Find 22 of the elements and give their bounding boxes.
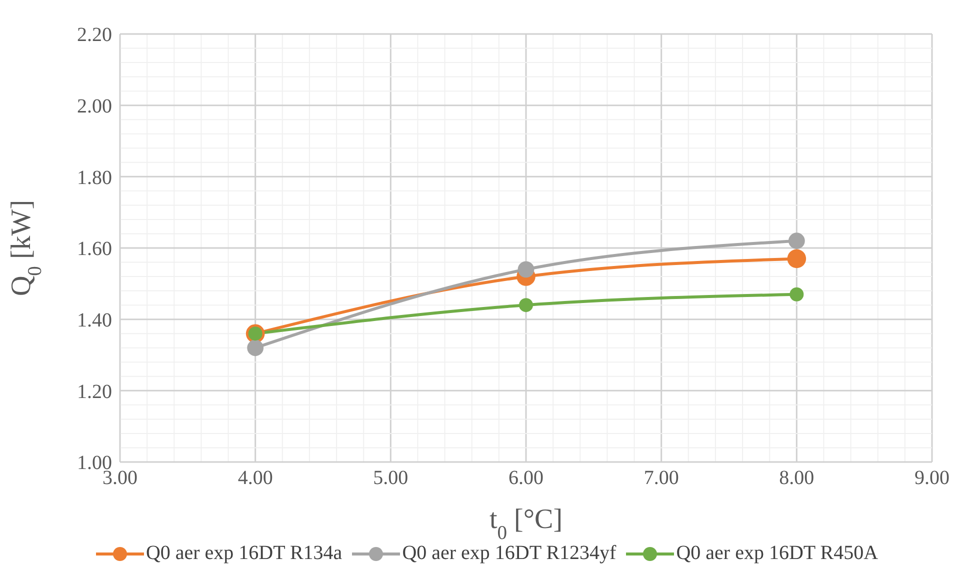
point: [519, 298, 533, 312]
x-tick-label: 5.00: [373, 467, 408, 490]
x-tick-label: 6.00: [508, 467, 544, 490]
x-tick-label: 4.00: [238, 467, 273, 490]
point: [518, 261, 534, 278]
point: [790, 287, 804, 302]
point: [788, 232, 805, 250]
point: [787, 249, 806, 268]
y-tick-label: 1.80: [77, 166, 112, 189]
y-tick-label: 2.00: [77, 95, 112, 118]
x-axis-title: t$_{0}$ [°C]: [489, 504, 563, 544]
y-tick-label: 1.60: [77, 238, 112, 260]
legend-label: Q0 aer exp 16DT R134a: [146, 542, 342, 565]
y-tick-label: 1.20: [77, 380, 112, 403]
legend-label: Q0 aer exp 16DT R1234yf: [402, 542, 616, 565]
point: [247, 340, 264, 356]
legend-label: Q0 aer exp 16DT R450A: [676, 542, 878, 565]
x-tick-label: 7.00: [644, 467, 679, 490]
x-tick-label: 8.00: [779, 467, 814, 490]
y-tick-label: 1.40: [77, 309, 112, 332]
x-tick-label: 9.00: [914, 467, 950, 490]
y-tick-label: 2.20: [77, 24, 112, 46]
